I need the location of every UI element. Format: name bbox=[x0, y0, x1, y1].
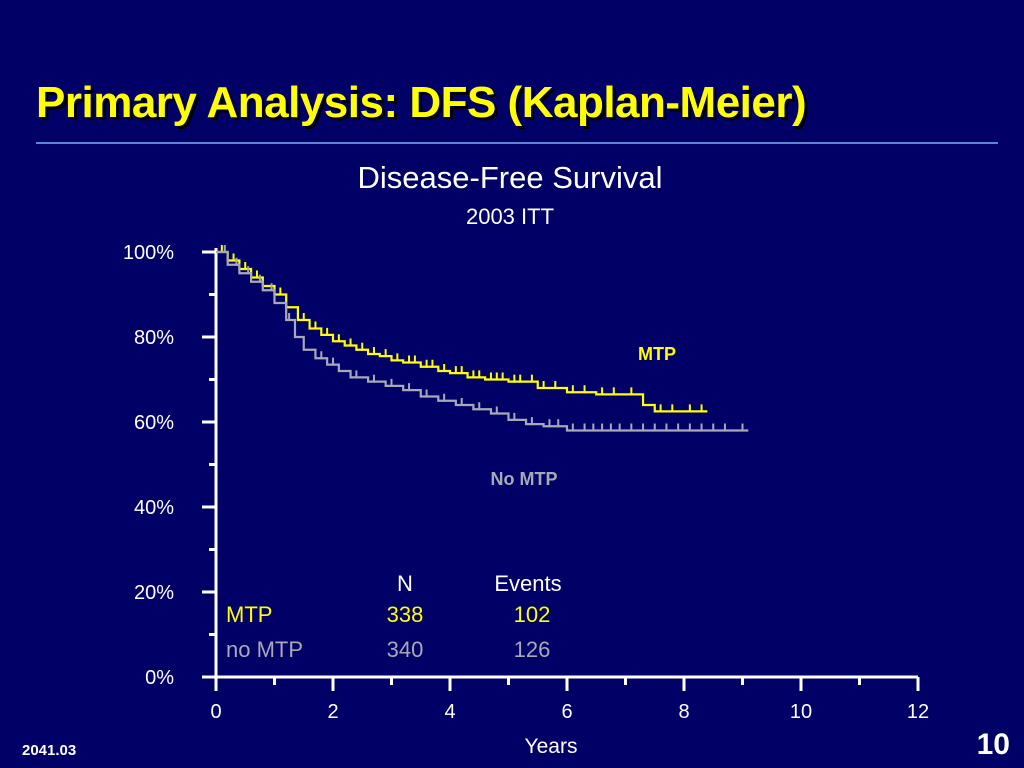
series-no-mtp bbox=[216, 245, 749, 432]
title-divider bbox=[36, 142, 998, 144]
curve-label: No MTP bbox=[491, 469, 558, 489]
axes-group: 0% 20% 40% 60% 80% 100% 0 2 4 6 8 10 12 Years bbox=[123, 242, 929, 758]
y-tick-label: 20% bbox=[134, 582, 174, 604]
y-tick-label: 100% bbox=[123, 242, 174, 264]
x-axis-label: Years bbox=[525, 735, 578, 758]
table-row-events: 102 bbox=[514, 602, 551, 627]
km-step-line bbox=[216, 250, 708, 413]
table-row-label: MTP bbox=[226, 602, 272, 627]
y-tick-label: 60% bbox=[134, 412, 174, 434]
x-tick-label: 4 bbox=[444, 701, 455, 723]
y-tick-label: 80% bbox=[134, 327, 174, 349]
x-tick-label: 12 bbox=[907, 701, 929, 723]
y-tick-label: 40% bbox=[134, 497, 174, 519]
y-tick-label: 0% bbox=[145, 667, 174, 689]
footer-code: 2041.03 bbox=[22, 742, 77, 759]
table-row-events: 126 bbox=[514, 637, 551, 662]
table-header-events: Events bbox=[494, 571, 561, 596]
table-row-n: 338 bbox=[387, 602, 424, 627]
slide-title: Primary Analysis: DFS (Kaplan-Meier) bbox=[36, 78, 807, 127]
x-tick-label: 8 bbox=[678, 701, 689, 723]
x-tick-label: 2 bbox=[327, 701, 338, 723]
chart-title: Disease-Free Survival bbox=[357, 160, 663, 195]
chart-subtitle: 2003 ITT bbox=[465, 204, 555, 229]
labels-group: MTP No MTP N Events MTP 338 102 no MTP 340 126 bbox=[226, 344, 676, 662]
x-tick-label: 10 bbox=[790, 701, 812, 723]
curve-label: MTP bbox=[638, 344, 676, 364]
page-number: 10 bbox=[976, 728, 1010, 761]
x-tick-label: 0 bbox=[210, 701, 221, 723]
table-header-n: N bbox=[397, 571, 413, 596]
x-tick-label: 6 bbox=[561, 701, 572, 723]
table-row-label: no MTP bbox=[226, 637, 303, 662]
series-mtp bbox=[216, 245, 708, 413]
km-step-line bbox=[216, 250, 749, 432]
curves-group bbox=[216, 245, 749, 432]
table-row-n: 340 bbox=[387, 637, 424, 662]
